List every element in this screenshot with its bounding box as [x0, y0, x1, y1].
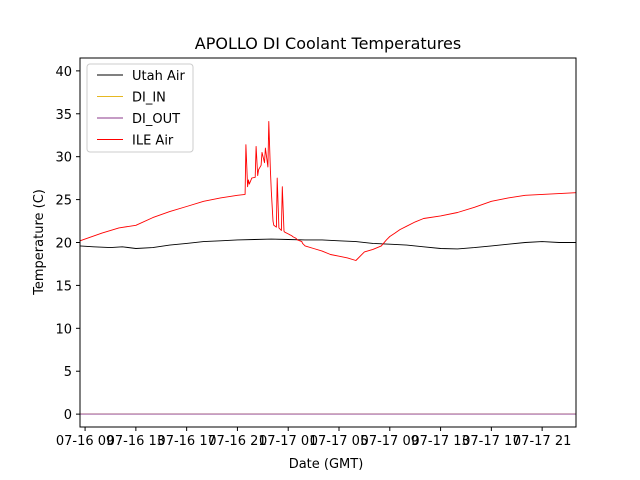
y-tick-label: 40 — [55, 65, 72, 80]
y-tick-label: 35 — [55, 108, 72, 123]
y-tick-label: 20 — [55, 237, 72, 252]
legend-label: Utah Air — [132, 69, 185, 84]
x-tick-label: 07-16 21 — [208, 434, 266, 449]
y-tick-label: 15 — [55, 279, 72, 294]
legend-label: DI_OUT — [132, 112, 180, 127]
x-tick-label: 07-17 05 — [310, 434, 368, 449]
y-tick-label: 30 — [55, 151, 72, 166]
legend: Utah Air DI_IN DI_OUT ILE Air — [86, 63, 194, 153]
x-axis-label: Date (GMT) — [289, 457, 364, 472]
y-tick-label: 5 — [64, 365, 72, 380]
x-tick-label: 07-16 17 — [157, 434, 215, 449]
x-tick-label: 07-16 09 — [56, 434, 114, 449]
legend-box — [86, 63, 194, 153]
y-tick-label: 0 — [64, 408, 72, 423]
series-layer — [79, 121, 577, 415]
x-tick-label: 07-17 13 — [411, 434, 469, 449]
legend-label: ILE Air — [132, 134, 174, 149]
y-tick-label: 25 — [55, 194, 72, 209]
legend-label: DI_IN — [132, 91, 166, 106]
x-tick-label: 07-17 09 — [361, 434, 419, 449]
y-tick-label: 10 — [55, 322, 72, 337]
x-tick-label: 07-17 21 — [513, 434, 571, 449]
y-axis-label: Temperature (C) — [32, 189, 47, 296]
x-tick-label: 07-17 17 — [462, 434, 520, 449]
series-line-utah-air — [79, 238, 576, 250]
x-tick-label: 07-17 01 — [259, 434, 317, 449]
series-line-ile-air — [79, 121, 577, 261]
x-tick-label: 07-16 13 — [107, 434, 165, 449]
y-axis: 0 5 10 15 20 25 30 35 40 — [55, 65, 80, 423]
chart-title: APOLLO DI Coolant Temperatures — [195, 34, 461, 53]
